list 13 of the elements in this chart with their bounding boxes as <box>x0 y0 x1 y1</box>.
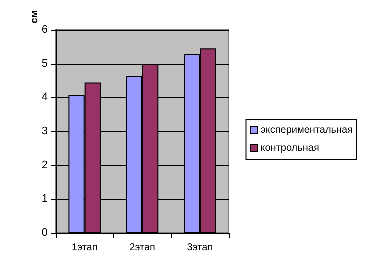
y-tick-label: 0 <box>42 227 48 239</box>
y-tick-label: 3 <box>42 126 48 138</box>
x-tick-label: 2этап <box>130 242 156 254</box>
legend-label: экспериментальная <box>260 125 354 136</box>
y-tick-label: 2 <box>42 159 48 172</box>
x-tick-label: 3этап <box>187 242 214 254</box>
y-tick-label: 5 <box>42 58 48 70</box>
y-axis-title: см <box>30 10 40 24</box>
y-tick-label: 1 <box>42 193 48 206</box>
x-tick-label: 1этап <box>72 242 98 254</box>
y-tick-label: 6 <box>42 24 48 36</box>
legend-label: контрольная <box>260 143 320 154</box>
y-tick-label: 4 <box>42 92 48 104</box>
